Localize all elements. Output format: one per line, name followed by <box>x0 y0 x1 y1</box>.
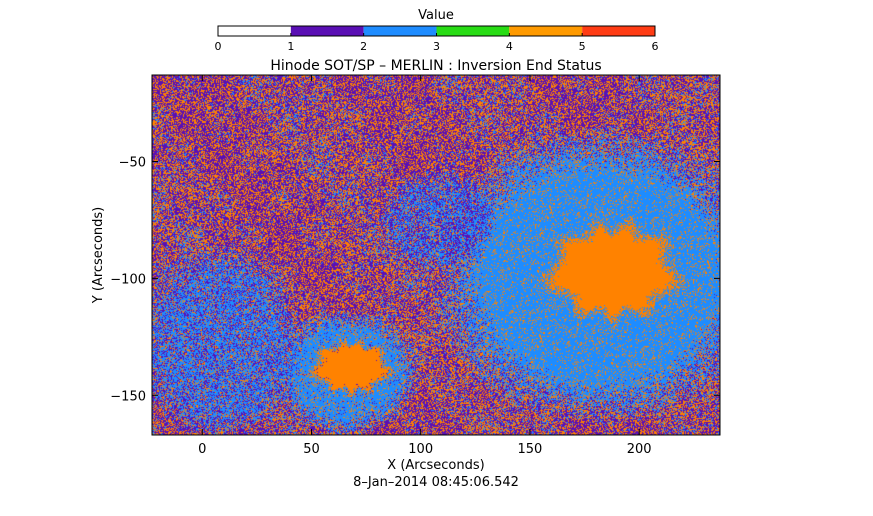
colorbar-bin-4 <box>509 26 583 36</box>
colorbar-tick-label-4: 4 <box>506 40 513 53</box>
colorbar-bin-3 <box>436 26 510 36</box>
x-axis: 0 50 100 150 200 <box>198 75 652 457</box>
x-tick-label-0: 0 <box>198 442 206 457</box>
x-axis-label: X (Arcseconds) <box>387 458 484 473</box>
y-axis-label: Y (Arcseconds) <box>91 207 106 304</box>
y-axis: −50 −100 −150 <box>110 155 720 404</box>
y-tick-label-0: −50 <box>119 155 146 170</box>
colorbar-title: Value <box>418 8 454 23</box>
x-tick-label-4: 200 <box>627 442 652 457</box>
x-tick-label-1: 50 <box>303 442 320 457</box>
colorbar-tick-label-3: 3 <box>433 40 440 53</box>
y-tick-label-1: −100 <box>110 272 146 287</box>
colorbar-tick-label-0: 0 <box>215 40 222 53</box>
colorbar-bin-5 <box>582 26 655 36</box>
colorbar-tick-label-2: 2 <box>360 40 367 53</box>
plot-frame <box>151 74 721 436</box>
colorbar-bin-0 <box>218 26 291 36</box>
y-tick-label-2: −150 <box>110 389 146 404</box>
colorbar-ticks: 0 1 2 3 4 5 6 <box>215 33 659 53</box>
heatmap-image <box>152 75 720 435</box>
chart-title: Hinode SOT/SP – MERLIN : Inversion End S… <box>270 58 601 74</box>
colorbar-bin-2 <box>363 26 437 36</box>
colorbar-tick-label-6: 6 <box>652 40 659 53</box>
colorbar-tick-label-5: 5 <box>579 40 586 53</box>
colorbar-bin-1 <box>290 26 364 36</box>
x-tick-label-2: 100 <box>408 442 433 457</box>
colorbar-tick-label-1: 1 <box>287 40 294 53</box>
x-tick-label-3: 150 <box>518 442 543 457</box>
timestamp: 8–Jan–2014 08:45:06.542 <box>353 475 519 490</box>
